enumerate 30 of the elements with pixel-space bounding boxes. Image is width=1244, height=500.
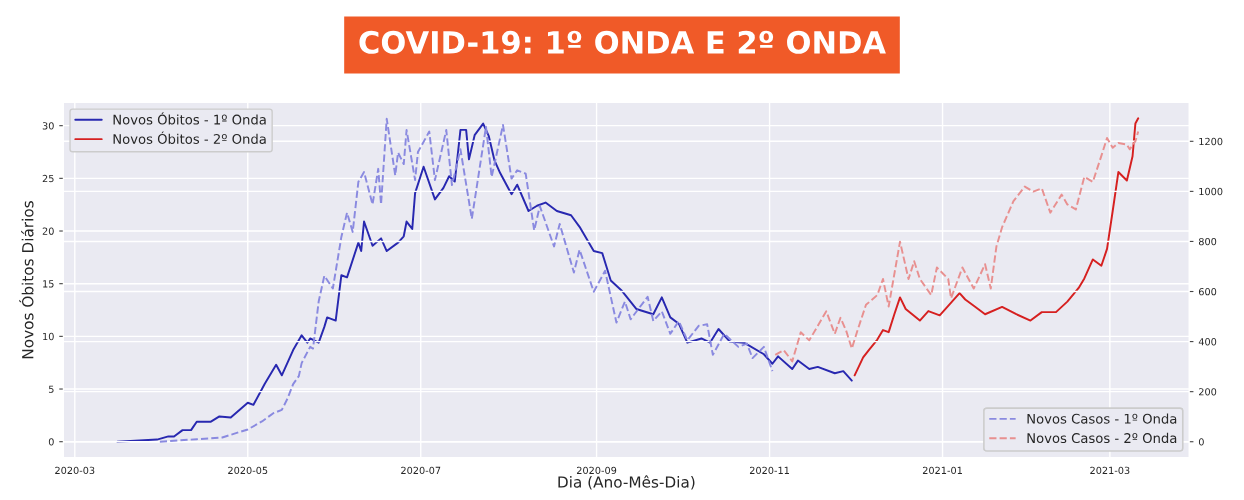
y-tick-label: 15 (43, 280, 54, 288)
legend-label: Novos Óbitos - 2º Onda (113, 131, 266, 144)
y2-tick-label: 800 (1198, 237, 1217, 246)
y2-tick-label: 1000 (1199, 187, 1223, 196)
line-series (774, 130, 1140, 363)
x-tick-label: 2020-09 (576, 466, 617, 475)
legend-label: Novos Casos - 2º Onda (1027, 432, 1177, 444)
y-tick-label: 25 (42, 174, 54, 183)
y-tick-label: 30 (42, 122, 54, 130)
line-series (853, 117, 1140, 377)
y2-tick-label: 1200 (1199, 137, 1223, 146)
y-axis-title: Novos Óbitos Diários (19, 201, 34, 359)
x-tick-label: 2021-03 (1090, 466, 1130, 475)
x-tick-label: 2020-05 (228, 466, 268, 475)
y-tick-label: 20 (42, 227, 54, 235)
chart-title: COVID-19: 1º ONDA E 2º ONDA (359, 30, 886, 54)
y2-tick-label: 400 (1198, 338, 1217, 346)
y-tick-label: 5 (48, 385, 54, 393)
x-tick-label: 2021-01 (922, 466, 962, 475)
y-tick-label: 0 (48, 438, 54, 446)
legend-label: Novos Casos - 1º Onda (1027, 413, 1177, 424)
y2-tick-label: 0 (1198, 438, 1204, 446)
y-tick-label: 10 (43, 332, 54, 341)
y2-tick-label: 600 (1198, 287, 1217, 296)
legend-label: Novos Óbitos - 1º Onda (113, 112, 266, 125)
x-axis-title: Dia (Ano-Mês-Dia) (558, 475, 695, 490)
x-tick-label: 2020-03 (55, 466, 95, 475)
x-tick-label: 2020-11 (749, 466, 789, 475)
x-tick-label: 2020-07 (401, 466, 441, 475)
y2-tick-label: 200 (1199, 388, 1217, 396)
